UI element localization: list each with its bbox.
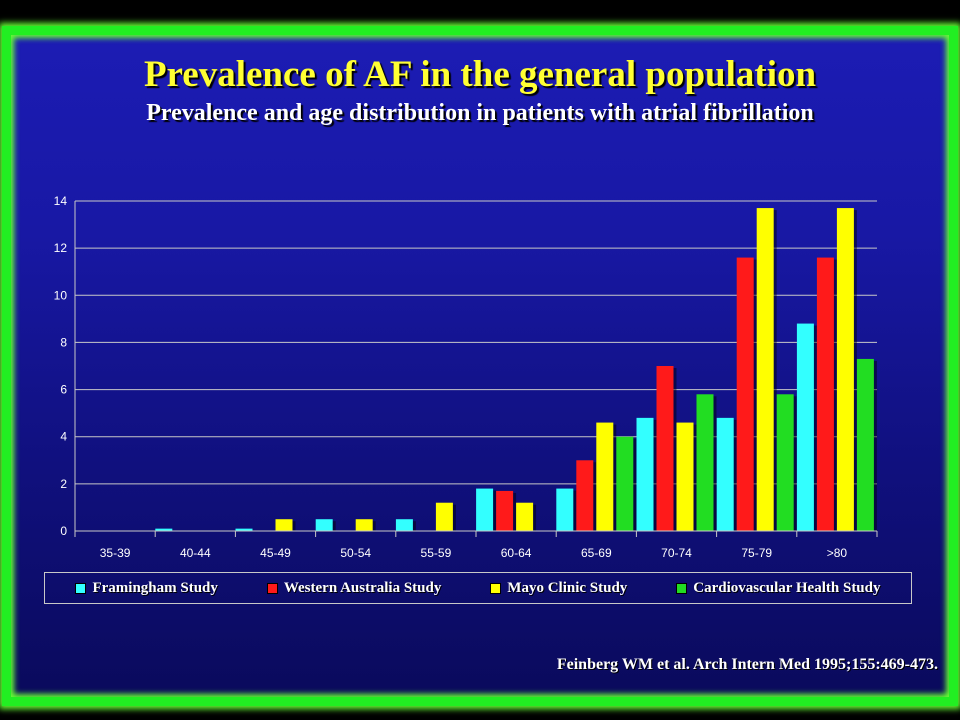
x-tick-label: 45-49 xyxy=(260,546,291,560)
bar xyxy=(716,417,734,531)
bar xyxy=(596,422,614,531)
y-tick-label: 8 xyxy=(60,335,67,349)
legend-label-framingham: Framingham Study xyxy=(92,579,218,596)
legend-item-framingham: Framingham Study xyxy=(75,579,218,597)
bar xyxy=(355,519,373,531)
bar xyxy=(836,208,854,532)
citation: Feinberg WM et al. Arch Intern Med 1995;… xyxy=(556,656,938,673)
bar xyxy=(235,528,253,531)
y-tick-label: 6 xyxy=(60,383,67,397)
y-tick-label: 14 xyxy=(54,194,68,208)
x-tick-label: 65-69 xyxy=(581,546,612,560)
bar xyxy=(275,519,293,531)
x-tick-label: >80 xyxy=(827,546,848,560)
bar xyxy=(315,519,333,531)
legend-item-western-australia: Western Australia Study xyxy=(266,579,442,597)
legend-swatch-framingham xyxy=(75,582,87,594)
x-tick-label: 60-64 xyxy=(501,546,532,560)
y-tick-label: 12 xyxy=(54,241,68,255)
bar xyxy=(616,436,634,531)
bar xyxy=(395,519,413,531)
slide-subtitle: Prevalence and age distribution in patie… xyxy=(146,100,814,126)
legend-item-mayo-clinic: Mayo Clinic Study xyxy=(490,580,627,597)
legend-label-mayo-clinic: Mayo Clinic Study xyxy=(507,579,628,596)
x-tick-label: 75-79 xyxy=(741,546,772,560)
y-tick-label: 4 xyxy=(60,430,67,444)
bar xyxy=(736,257,754,531)
axis-layer xyxy=(74,201,878,537)
bar xyxy=(496,490,514,531)
legend-swatch-mayo-clinic xyxy=(490,582,502,594)
legend-label-western-australia: Western Australia Study xyxy=(283,579,442,596)
legend-item-cardiovascular-health: Cardiovascular Health Study xyxy=(676,579,881,597)
bar xyxy=(796,323,814,531)
bar xyxy=(676,422,694,531)
y-tick-label: 2 xyxy=(60,477,67,491)
x-tick-label: 50-54 xyxy=(340,546,371,560)
bar xyxy=(155,528,173,531)
y-tick-label: 0 xyxy=(60,524,67,538)
bar xyxy=(636,417,654,531)
bar xyxy=(856,358,874,531)
x-tick-label: 70-74 xyxy=(661,546,692,560)
bar xyxy=(696,394,714,531)
x-tick-label: 35-39 xyxy=(100,546,131,560)
bar xyxy=(816,257,834,531)
x-tick-label: 40-44 xyxy=(180,546,211,560)
bar xyxy=(476,488,494,531)
legend-swatch-cardiovascular-health xyxy=(676,582,688,594)
bar xyxy=(516,502,534,531)
y-tick-label: 10 xyxy=(54,288,68,302)
legend-label-cardiovascular-health: Cardiovascular Health Study xyxy=(693,579,881,596)
label-layer: 0 2 4 6 8 10 12 14 35-39 40-44 45-49 50-54 55-59 60-6… xyxy=(54,194,848,560)
bar xyxy=(656,366,674,531)
legend-swatch-western-australia xyxy=(266,582,278,594)
slide-title: Prevalence of AF in the general populati… xyxy=(143,54,817,95)
bar xyxy=(776,394,794,531)
bar xyxy=(576,460,594,531)
x-tick-label: 55-59 xyxy=(421,546,452,560)
legend: Framingham Study Western Australia Study… xyxy=(44,572,912,604)
bar xyxy=(556,488,574,531)
bar xyxy=(435,502,453,531)
bar xyxy=(756,208,774,532)
bar-layer xyxy=(155,208,877,532)
